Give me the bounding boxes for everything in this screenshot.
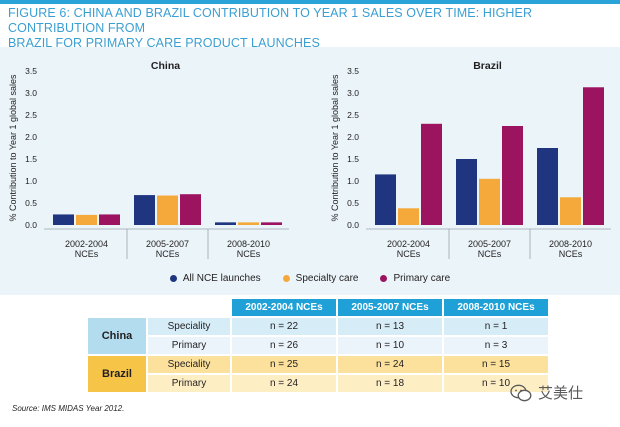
sample-size-table: 2002-2004 NCEs 2005-2007 NCEs 2008-2010 …	[86, 297, 550, 394]
country-label: Brazil	[88, 356, 146, 392]
x-tick-label: 2002-2004	[65, 239, 108, 249]
bar-charts: China % Contribution to Year 1 global sal…	[8, 60, 611, 259]
care-type-label: Speciality	[148, 356, 230, 373]
watermark-text: 艾美仕	[538, 385, 584, 402]
x-tick-label: 2005-2007	[146, 239, 189, 249]
top-accent-bar	[0, 0, 620, 4]
table-cell: n = 18	[338, 375, 442, 392]
legend-marker-specialty	[282, 274, 290, 282]
table-corner-cell	[148, 299, 230, 316]
bar	[456, 159, 477, 225]
y-tick-label: 0.5	[347, 198, 359, 208]
table-header-row: 2002-2004 NCEs 2005-2007 NCEs 2008-2010 …	[88, 299, 548, 316]
y-tick-label: 1.5	[347, 154, 359, 164]
table-cell: n = 13	[338, 318, 442, 335]
table-row: China Speciality n = 22 n = 13 n = 1	[88, 318, 548, 354]
bar	[398, 208, 419, 225]
table-cell: n = 10	[444, 375, 548, 392]
table-row: Primary n = 26 n = 10 n = 3	[88, 337, 548, 354]
legend-marker-all-nce	[169, 274, 177, 282]
figure-title: FIGURE 6: CHINA AND BRAZIL CONTRIBUTION …	[8, 6, 533, 50]
bar	[421, 123, 442, 225]
country-label: China	[88, 318, 146, 354]
bar	[537, 148, 558, 225]
table-cell: n = 22	[232, 318, 336, 335]
x-tick-label: NCEs	[559, 249, 583, 259]
bar	[180, 194, 201, 225]
legend-label-all-nce: All NCE launches	[182, 272, 261, 284]
y-tick-label: 3.0	[25, 88, 37, 98]
bar	[261, 222, 282, 225]
table-cell: n = 26	[232, 337, 336, 354]
legend-label-primary: Primary care	[393, 272, 451, 284]
y-tick-label: 3.0	[347, 88, 359, 98]
table-row: Brazil Speciality n = 25 n = 24 n = 15	[88, 356, 548, 392]
bar	[157, 195, 178, 225]
bar	[99, 214, 120, 225]
legend-marker-primary	[380, 274, 388, 282]
x-tick-label: NCEs	[156, 249, 180, 259]
y-tick-label: 0.0	[25, 220, 37, 230]
chart-legend: All NCE launches Specialty care Primary …	[0, 268, 620, 288]
y-tick-label: 2.0	[25, 132, 37, 142]
bar	[238, 222, 259, 225]
care-type-label: Speciality	[148, 318, 230, 335]
column-header: 2002-2004 NCEs	[232, 299, 336, 316]
column-header: 2008-2010 NCEs	[444, 299, 548, 316]
table-cell: n = 25	[232, 356, 336, 373]
table-cell: n = 10	[338, 337, 442, 354]
x-tick-label: NCEs	[237, 249, 261, 259]
legend-label-specialty: Specialty care	[295, 272, 359, 284]
table-cell: n = 3	[444, 337, 548, 354]
table-cell: n = 24	[232, 375, 336, 392]
x-tick-label: NCEs	[397, 249, 421, 259]
bar	[479, 178, 500, 225]
column-header: 2005-2007 NCEs	[338, 299, 442, 316]
watermark: 艾美仕	[510, 382, 583, 403]
y-tick-label: 0.0	[347, 220, 359, 230]
x-tick-label: 2002-2004	[387, 239, 430, 249]
x-tick-label: 2008-2010	[549, 239, 592, 249]
bar	[560, 197, 581, 225]
care-type-label: Primary	[148, 337, 230, 354]
bar	[53, 214, 74, 225]
bar	[375, 174, 396, 225]
bar	[76, 214, 97, 225]
y-axis-label: % Contribution to Year 1 global sales	[8, 74, 18, 222]
x-tick-label: 2008-2010	[227, 239, 270, 249]
legend-item-specialty: Specialty care	[282, 268, 359, 288]
y-axis-label: % Contribution to Year 1 global sales	[330, 74, 340, 222]
x-tick-label: 2005-2007	[468, 239, 511, 249]
y-tick-label: 2.5	[25, 110, 37, 120]
y-tick-label: 1.5	[25, 154, 37, 164]
legend-item-all-nce: All NCE launches	[169, 268, 261, 288]
chart-title: China	[151, 60, 180, 72]
y-tick-label: 0.5	[25, 198, 37, 208]
source-note: Source: IMS MIDAS Year 2012.	[12, 404, 125, 413]
table-corner-cell	[88, 299, 146, 316]
care-type-label: Primary	[148, 375, 230, 392]
wechat-icon	[510, 384, 532, 401]
table-cell: n = 24	[338, 356, 442, 373]
y-tick-label: 1.0	[347, 176, 359, 186]
y-tick-label: 1.0	[25, 176, 37, 186]
bar	[583, 87, 604, 225]
y-tick-label: 2.0	[347, 132, 359, 142]
table-row: Primary n = 24 n = 18 n = 10	[88, 375, 548, 392]
bar	[215, 222, 236, 225]
chart-title: Brazil	[473, 60, 502, 72]
y-tick-label: 3.5	[25, 66, 37, 76]
table-cell: n = 1	[444, 318, 548, 335]
y-tick-label: 3.5	[347, 66, 359, 76]
legend-item-primary: Primary care	[380, 268, 450, 288]
table-cell: n = 15	[444, 356, 548, 373]
bar	[502, 126, 523, 225]
x-tick-label: NCEs	[478, 249, 502, 259]
bar	[134, 195, 155, 225]
x-tick-label: NCEs	[75, 249, 99, 259]
y-tick-label: 2.5	[347, 110, 359, 120]
